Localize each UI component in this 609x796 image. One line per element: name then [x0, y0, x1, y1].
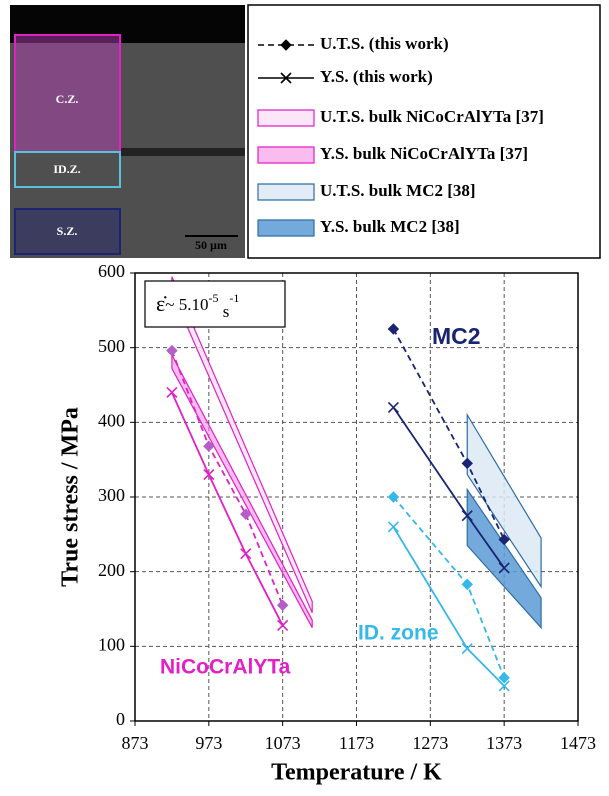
- y-tick-label: 200: [98, 560, 125, 580]
- legend-label: Y.S. bulk NiCoCrAlYTa [37]: [320, 144, 528, 163]
- y-tick-label: 0: [116, 709, 125, 729]
- x-axis-title: Temperature / K: [271, 760, 442, 786]
- legend-label: U.T.S. (this work): [320, 34, 449, 53]
- zone-label: ID.Z.: [53, 162, 80, 176]
- x-tick-label: 1273: [412, 733, 448, 753]
- material-label: ID. zone: [358, 622, 439, 645]
- x-tick-label: 1073: [265, 733, 301, 753]
- strain-rate-part: -5: [208, 291, 218, 305]
- legend-swatch: [258, 184, 314, 200]
- strain-rate-part: ~ 5.10: [165, 295, 208, 314]
- scale-label: 50 µm: [195, 238, 227, 252]
- legend-swatch: [258, 110, 314, 126]
- legend-label: U.T.S. bulk MC2 [38]: [320, 181, 476, 200]
- x-tick-label: 1473: [560, 733, 596, 753]
- y-tick-label: 600: [98, 261, 125, 281]
- zone-label: S.Z.: [57, 224, 78, 238]
- x-tick-label: 973: [195, 733, 222, 753]
- material-label: MC2: [432, 323, 481, 349]
- x-tick-label: 1173: [339, 733, 374, 753]
- material-label: NiCoCrAlYTa: [160, 656, 291, 679]
- legend-label: U.T.S. bulk NiCoCrAlYTa [37]: [320, 107, 544, 126]
- legend-label: Y.S. bulk MC2 [38]: [320, 217, 460, 236]
- y-tick-label: 400: [98, 410, 125, 430]
- legend-label: Y.S. (this work): [320, 67, 433, 86]
- zone-label: C.Z.: [56, 92, 79, 106]
- y-tick-label: 300: [98, 485, 125, 505]
- y-axis-title: True stress / MPa: [58, 407, 84, 587]
- figure: C.Z. ID.Z. S.Z. 50 µm 873 973 1073 1173 1273…: [0, 0, 609, 791]
- legend-swatch: [258, 147, 314, 163]
- y-tick-label: 100: [98, 634, 125, 654]
- micrograph: C.Z. ID.Z. S.Z. 50 µm: [10, 5, 245, 258]
- x-tick-label: 1373: [486, 733, 522, 753]
- x-tick-label: 873: [122, 733, 149, 753]
- y-tick-label: 500: [98, 336, 125, 356]
- legend-swatch: [258, 220, 314, 236]
- strain-rate-part: s: [218, 302, 229, 321]
- strain-rate-part: -1: [229, 291, 239, 305]
- micrograph-interface: [120, 148, 245, 156]
